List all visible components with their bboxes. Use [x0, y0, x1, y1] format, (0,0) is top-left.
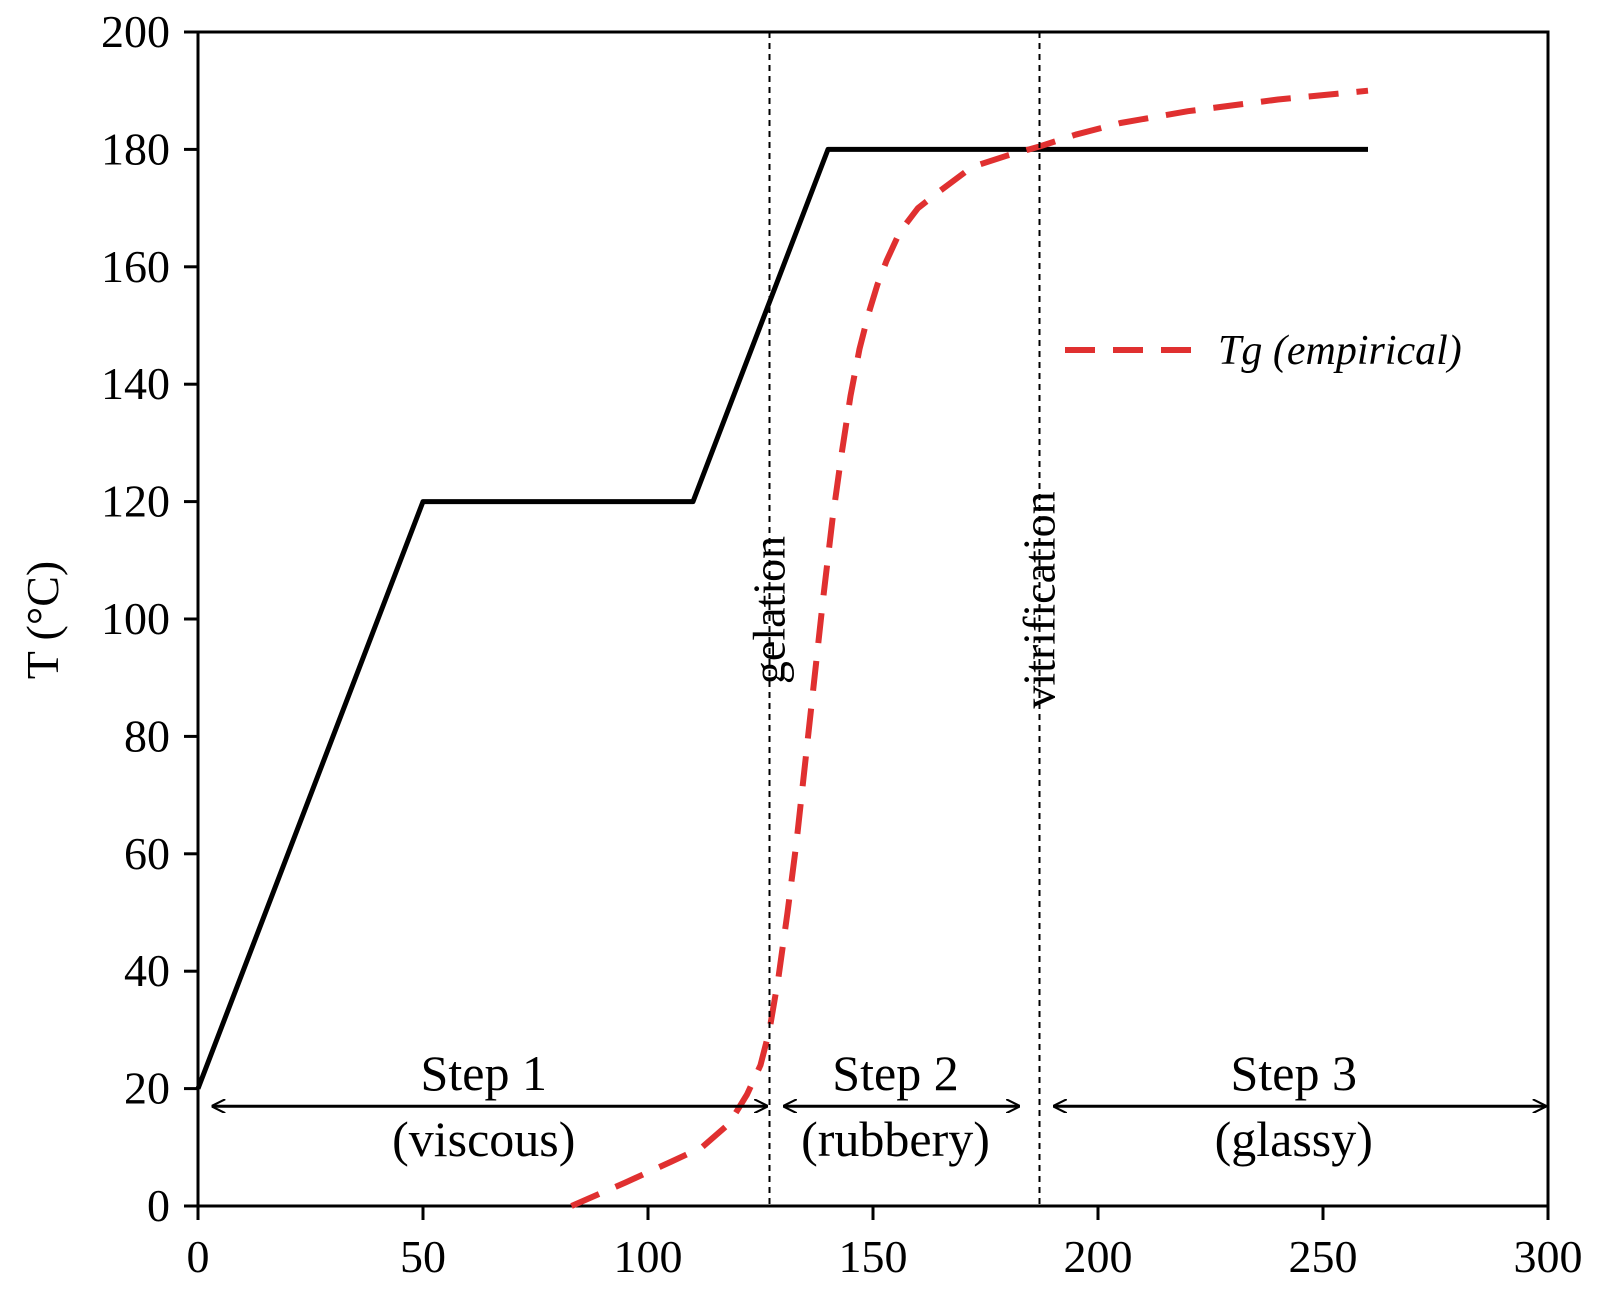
x-tick-label: 0 — [187, 1231, 210, 1282]
step-2-label: Step 2 — [832, 1045, 958, 1101]
y-tick-label: 60 — [124, 828, 170, 879]
vitrification-label: vitrification — [1014, 491, 1065, 708]
x-tick-label: 250 — [1289, 1231, 1358, 1282]
step-2-sublabel: (rubbery) — [801, 1111, 990, 1167]
step-3-label: Step 3 — [1231, 1045, 1357, 1101]
plot-area — [196, 30, 1550, 1208]
tg-empirical-line — [570, 87, 1369, 1209]
plot-frame — [196, 30, 1550, 1208]
annotation-layer: gelation vitrification Step 1 (viscous) Step… — [212, 32, 1546, 1206]
x-tick-label: 150 — [839, 1231, 908, 1282]
y-tick-label: 160 — [101, 241, 170, 292]
step-3-sublabel: (glassy) — [1215, 1111, 1373, 1167]
y-tick-label: 120 — [101, 476, 170, 527]
legend-label: Tg (empirical) — [1218, 328, 1462, 374]
x-tick-label: 50 — [400, 1231, 446, 1282]
y-axis-title: T (°C) — [17, 561, 68, 679]
cure-temperature-line — [195, 146, 1368, 1090]
x-tick-label: 300 — [1514, 1231, 1583, 1282]
y-tick-label: 80 — [124, 710, 170, 761]
series-layer — [195, 87, 1369, 1209]
gelation-label: gelation — [744, 536, 795, 684]
y-tick-label: 40 — [124, 945, 170, 996]
legend: Tg (empirical) — [1065, 328, 1462, 374]
x-tick-label: 200 — [1064, 1231, 1133, 1282]
y-tick-label: 140 — [101, 358, 170, 409]
y-tick-label: 0 — [147, 1180, 170, 1231]
tick-layer: 0 20 40 60 80 100 120 140 160 180 200 0 50 100 150 200 2… — [101, 6, 1583, 1282]
y-tick-label: 180 — [101, 123, 170, 174]
y-tick-label: 200 — [101, 6, 170, 57]
step-1-label: Step 1 — [421, 1045, 547, 1101]
x-tick-label: 100 — [614, 1231, 683, 1282]
step-1-sublabel: (viscous) — [392, 1111, 575, 1167]
y-tick-label: 100 — [101, 593, 170, 644]
y-tick-label: 20 — [124, 1063, 170, 1114]
